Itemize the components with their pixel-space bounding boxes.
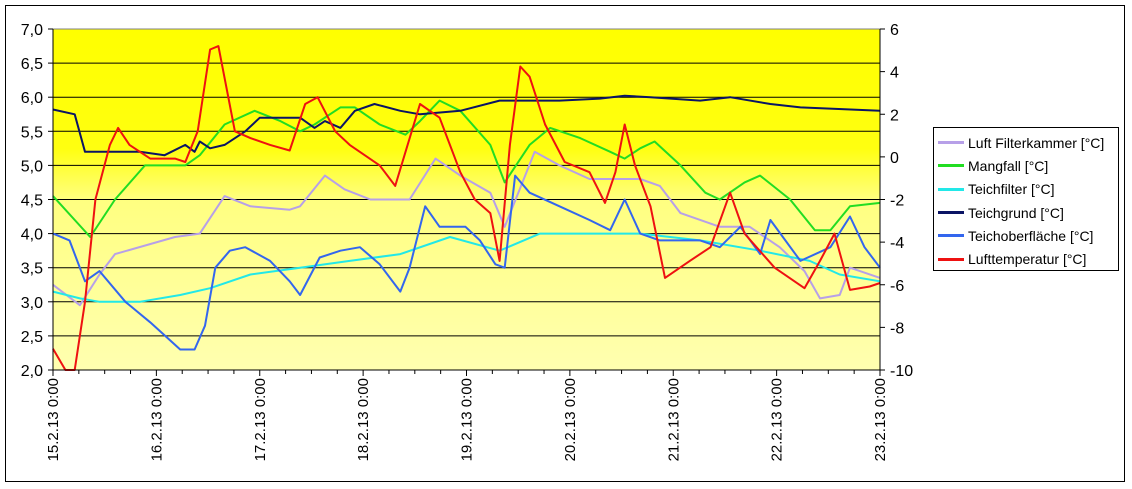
legend-item: Teichgrund [°C]: [934, 201, 1118, 224]
legend-item: Mangfall [°C]: [934, 154, 1118, 177]
x-tick-label: 18.2.13 0:00: [355, 378, 372, 461]
legend-label: Mangfall [°C]: [968, 157, 1049, 174]
y-tick-label: 4,5: [21, 193, 43, 210]
legend-item: Teichoberfläche [°C]: [934, 224, 1118, 247]
legend-swatch: [938, 141, 964, 145]
legend-label: Teichoberfläche [°C]: [968, 227, 1094, 244]
series-line-0: [52, 150, 881, 307]
series-line-3: [52, 94, 881, 157]
series-line-4: [52, 174, 881, 351]
y2-tick-label: 6: [890, 22, 899, 39]
y-tick-label: 4,0: [21, 227, 43, 244]
y-tick-label: 3,5: [21, 261, 43, 278]
legend-label: Lufttemperatur [°C]: [968, 251, 1087, 268]
y-tick-label: 5,0: [21, 158, 43, 175]
legend-label: Luft Filterkammer [°C]: [968, 134, 1105, 151]
legend-swatch: [938, 187, 964, 191]
y2-tick-label: 2: [890, 107, 899, 124]
y2-tick-label: 4: [890, 65, 899, 82]
legend-swatch: [938, 164, 964, 168]
chart-frame: [5, 5, 1125, 482]
y-tick-label: 5,5: [21, 124, 43, 141]
series-line-1: [52, 99, 881, 238]
y-tick-label: 6,0: [21, 90, 43, 107]
x-tick-label: 17.2.13 0:00: [252, 378, 269, 461]
legend-item: Luft Filterkammer [°C]: [934, 131, 1118, 154]
y2-tick-label: 0: [890, 150, 899, 167]
series-line-5: [52, 45, 881, 371]
y2-tick-label: -6: [890, 278, 904, 295]
x-tick-label: 21.2.13 0:00: [665, 378, 682, 461]
legend-item: Teichfilter [°C]: [934, 178, 1118, 201]
legend-swatch: [938, 234, 964, 238]
x-tick-label: 19.2.13 0:00: [459, 378, 476, 461]
y-tick-label: 2,0: [21, 363, 43, 380]
y2-tick-label: -10: [890, 363, 913, 380]
x-tick-label: 16.2.13 0:00: [148, 378, 165, 461]
y-tick-label: 2,5: [21, 329, 43, 346]
legend: Luft Filterkammer [°C] Mangfall [°C] Teich…: [933, 127, 1119, 271]
legend-swatch: [938, 257, 964, 261]
x-tick-label: 20.2.13 0:00: [562, 378, 579, 461]
x-tick-label: 22.2.13 0:00: [769, 378, 786, 461]
y2-tick-label: -4: [890, 235, 904, 252]
legend-label: Teichfilter [°C]: [968, 181, 1055, 198]
y-tick-label: 7,0: [21, 22, 43, 39]
y2-tick-label: -2: [890, 193, 904, 210]
y2-tick-label: -8: [890, 320, 904, 337]
x-tick-label: 23.2.13 0:00: [872, 378, 889, 461]
legend-label: Teichgrund [°C]: [968, 204, 1064, 221]
y-tick-label: 6,5: [21, 56, 43, 73]
legend-swatch: [938, 211, 964, 215]
y-tick-label: 3,0: [21, 295, 43, 312]
x-tick-label: 15.2.13 0:00: [45, 378, 62, 461]
legend-item: Lufttemperatur [°C]: [934, 247, 1118, 270]
